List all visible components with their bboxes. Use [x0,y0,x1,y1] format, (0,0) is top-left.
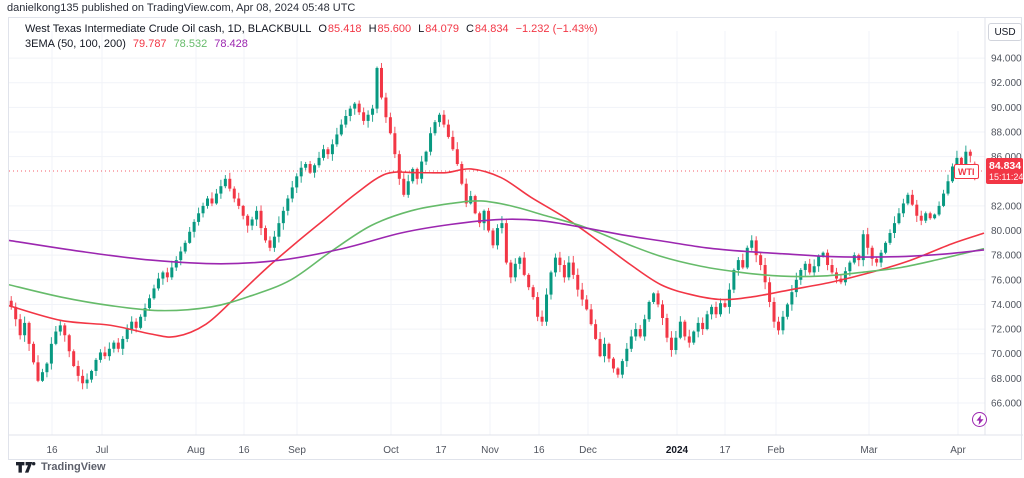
last-price-value: 84.834 [989,160,1022,172]
time-scale[interactable]: 16 Jul Aug 16 Sep Oct 17 Nov 16 Dec 2024 17 Feb Mar Ap… [46,445,966,456]
svg-text:Sep: Sep [288,445,306,456]
svg-text:68.000: 68.000 [991,374,1022,385]
open-label: O [318,23,327,35]
svg-text:Jul: Jul [96,445,109,456]
open-value: 85.418 [327,23,362,35]
svg-text:72.000: 72.000 [991,325,1022,336]
last-price-label: 84.834 15:11:24 [986,158,1023,184]
svg-text:74.000: 74.000 [991,300,1022,311]
svg-text:90.000: 90.000 [991,103,1022,114]
ema-200-line[interactable] [9,218,985,265]
close-label: C [465,23,474,35]
svg-text:Nov: Nov [481,445,499,456]
svg-text:17: 17 [719,445,731,456]
change-value: −1.232 (−1.43%) [515,23,598,35]
svg-text:Mar: Mar [860,445,878,456]
svg-text:86.000: 86.000 [991,152,1022,163]
svg-text:2024: 2024 [666,445,689,456]
svg-text:82.000: 82.000 [991,201,1022,212]
tradingview-logo[interactable]: TradingView [16,461,106,473]
svg-text:78.000: 78.000 [991,251,1022,262]
low-label: L [418,23,425,35]
svg-text:66.000: 66.000 [991,398,1022,409]
svg-text:70.000: 70.000 [991,349,1022,360]
attribution-text: danielkong135 published on TradingView.c… [7,2,356,14]
ema-100-line[interactable] [9,200,985,312]
chart-frame: 94.000 92.000 90.000 88.000 86.000 82.000 80.0… [8,17,1023,461]
svg-text:17: 17 [435,445,447,456]
svg-text:16: 16 [238,445,250,456]
ema50-value: 79.787 [132,38,167,50]
lightning-bolt-glyph [976,414,983,425]
svg-text:Aug: Aug [187,445,205,456]
svg-text:94.000: 94.000 [991,54,1022,65]
ema-label: 3EMA (50, 100, 200) [25,38,126,50]
gridlines [9,31,985,435]
ema-legend-line: 3EMA (50, 100, 200) 79.787 78.532 78.428 [25,37,598,52]
ema200-value: 78.428 [214,38,248,50]
symbol-title: West Texas Intermediate Crude Oil cash, … [25,23,312,35]
symbol-price-badge: WTI [954,164,979,179]
currency-button[interactable]: USD [988,23,1022,41]
close-value: 84.834 [474,23,509,35]
events-lightning-icon[interactable] [972,412,987,427]
svg-text:88.000: 88.000 [991,128,1022,139]
svg-text:Apr: Apr [950,445,966,456]
axis-separators [9,18,1023,436]
tradingview-logo-text: TradingView [41,461,106,473]
high-label: H [368,23,377,35]
chart-canvas[interactable]: 94.000 92.000 90.000 88.000 86.000 82.000 80.0… [9,18,1023,461]
bar-countdown: 15:11:24 [989,172,1024,182]
svg-text:76.000: 76.000 [991,275,1022,286]
low-value: 84.079 [425,23,459,35]
ema100-value: 78.532 [173,38,208,50]
svg-text:Dec: Dec [579,445,597,456]
candles-layer [9,62,977,390]
svg-text:Oct: Oct [383,445,399,456]
ema-lines [9,168,985,338]
svg-text:Feb: Feb [767,445,785,456]
svg-text:16: 16 [533,445,545,456]
price-scale[interactable]: 94.000 92.000 90.000 88.000 86.000 82.000 80.0… [991,54,1022,410]
high-value: 85.600 [377,23,412,35]
svg-text:16: 16 [46,445,58,456]
svg-text:80.000: 80.000 [991,226,1022,237]
symbol-line: West Texas Intermediate Crude Oil cash, … [25,22,598,37]
svg-text:92.000: 92.000 [991,78,1022,89]
ema-50-line[interactable] [9,168,985,338]
chart-legend: West Texas Intermediate Crude Oil cash, … [25,22,598,52]
tradingview-mark-icon [16,461,36,473]
